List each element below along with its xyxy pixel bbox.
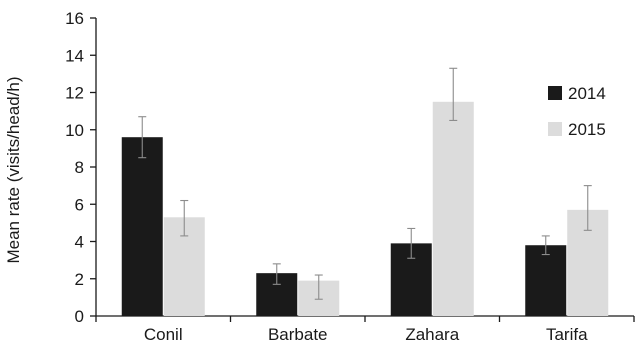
bar-2015-zahara bbox=[432, 101, 474, 316]
x-category-label: Zahara bbox=[405, 325, 459, 344]
legend-label-2014: 2014 bbox=[568, 84, 606, 103]
y-axis-title: Mean rate (visits/head/h) bbox=[4, 76, 23, 263]
y-tick-label: 8 bbox=[75, 158, 84, 177]
bars bbox=[121, 101, 609, 316]
x-axis-categories: Conil Barbate Zahara Tarifa bbox=[95, 316, 635, 344]
y-tick-label: 2 bbox=[75, 270, 84, 289]
y-tick-label: 10 bbox=[65, 121, 84, 140]
bar-2014-conil bbox=[121, 137, 163, 316]
y-tick-label: 16 bbox=[65, 9, 84, 28]
y-tick-label: 12 bbox=[65, 84, 84, 103]
y-tick-label: 6 bbox=[75, 195, 84, 214]
legend: 2014 2015 bbox=[548, 84, 606, 139]
x-category-label: Tarifa bbox=[546, 325, 588, 344]
y-tick-label: 0 bbox=[75, 307, 84, 326]
legend-swatch-2014 bbox=[548, 86, 562, 100]
y-tick-label: 14 bbox=[65, 46, 84, 65]
y-axis-ticks: 0 2 4 6 8 10 12 14 16 bbox=[65, 9, 96, 326]
y-tick-label: 4 bbox=[75, 233, 84, 252]
error-bars bbox=[138, 67, 592, 300]
x-category-label: Conil bbox=[144, 325, 183, 344]
legend-label-2015: 2015 bbox=[568, 120, 606, 139]
x-category-label: Barbate bbox=[268, 325, 328, 344]
legend-swatch-2015 bbox=[548, 122, 562, 136]
bar-2014-tarifa bbox=[525, 245, 567, 316]
